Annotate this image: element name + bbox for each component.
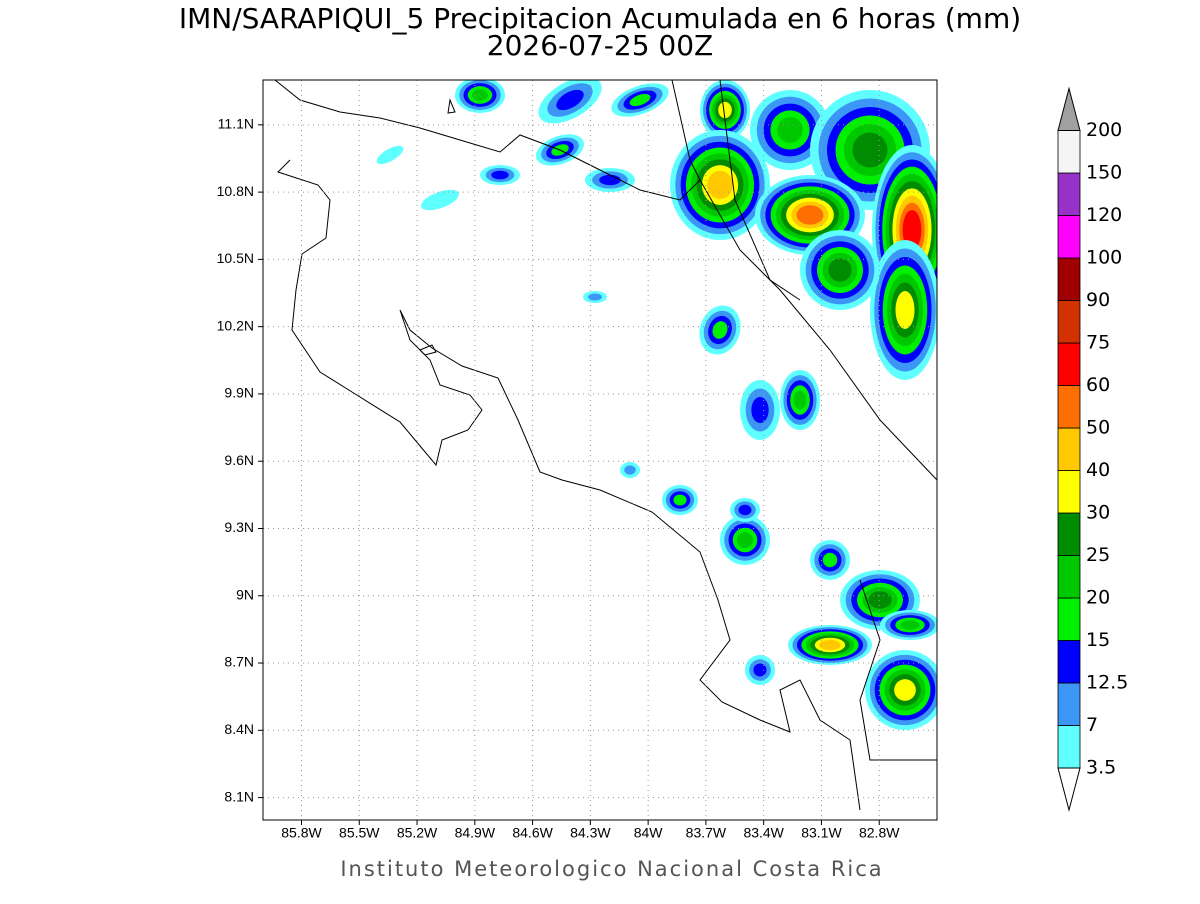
- rain-area: [793, 390, 807, 410]
- rain-area: [718, 101, 732, 119]
- colorbar-box: [1057, 427, 1081, 471]
- colorbar-label: 7: [1086, 714, 1098, 736]
- colorbar-box: [1057, 215, 1081, 259]
- colorbar-label: 15: [1086, 629, 1110, 651]
- rain-area: [852, 132, 888, 168]
- x-tick-label: 84.9W: [455, 825, 496, 841]
- rain-area: [491, 170, 509, 180]
- y-tick-label: 9N: [236, 586, 254, 602]
- map-frame: [262, 79, 938, 821]
- y-tick-label: 8.4N: [224, 721, 254, 737]
- colorbar-box: [1057, 597, 1081, 641]
- rain-area: [777, 117, 803, 143]
- y-tick-label: 11.1N: [218, 116, 254, 132]
- axes: 85.8W 85.5W 85.2W 84.9W 84.6W 84.3W 84W 83.7W 83…: [217, 80, 937, 841]
- y-tick-label: 10.2N: [217, 317, 254, 333]
- colorbar-label: 90: [1086, 289, 1110, 311]
- colorbar-under: [1057, 767, 1081, 812]
- colorbar-box: [1057, 257, 1081, 301]
- coastline: [274, 80, 701, 201]
- rain-area: [900, 620, 920, 630]
- y-tick-label: 9.9N: [224, 385, 254, 401]
- colorbar-label: 60: [1086, 374, 1110, 396]
- rain-area: [421, 189, 459, 211]
- rain-area: [753, 663, 767, 677]
- colorbar-label: 120: [1086, 204, 1122, 226]
- colorbar-label: 40: [1086, 459, 1110, 481]
- colorbar-label: 30: [1086, 502, 1110, 524]
- rain-area: [796, 205, 824, 225]
- x-tick-label: 84W: [634, 825, 664, 841]
- rain-area: [828, 258, 852, 282]
- lake: [419, 98, 456, 356]
- colorbar-label: 75: [1086, 332, 1110, 354]
- rain-area: [751, 397, 769, 423]
- coastline: [277, 159, 861, 811]
- colorbar-over: [1057, 86, 1081, 131]
- x-tick-label: 85.5W: [339, 825, 380, 841]
- y-tick-label: 10.5N: [217, 250, 254, 266]
- colorbar-label: 50: [1086, 417, 1110, 439]
- x-tick-label: 83.4W: [743, 825, 784, 841]
- rain-area: [624, 465, 636, 475]
- colorbar-label: 150: [1086, 162, 1122, 184]
- rain-area: [707, 170, 733, 200]
- rain-area: [712, 321, 728, 339]
- y-tick-label: 8.1N: [224, 788, 254, 804]
- rain-area: [556, 89, 584, 111]
- rain-area: [819, 639, 841, 651]
- colorbar-box: [1057, 300, 1081, 344]
- x-tick-label: 83.7W: [686, 825, 727, 841]
- y-tick-label: 10.8N: [217, 183, 254, 199]
- y-tick-label: 8.7N: [224, 654, 254, 670]
- colorbar-box: [1057, 130, 1081, 174]
- x-tick-label: 84.6W: [512, 825, 553, 841]
- rain-area: [902, 210, 922, 250]
- colorbar-label: 200: [1086, 119, 1122, 141]
- colorbar: 3.5 7 12.5 15 20 25 30 40 50 60 75 90 100 120 150 200: [1057, 86, 1128, 812]
- rain-area: [588, 293, 602, 301]
- rain-area: [868, 591, 892, 609]
- x-tick-label: 84.3W: [570, 825, 611, 841]
- rain-area: [894, 679, 916, 701]
- rain-area: [629, 93, 651, 107]
- coastline: [671, 80, 937, 481]
- rain-area: [737, 532, 753, 548]
- colorbar-box: [1057, 342, 1081, 386]
- colorbar-box: [1057, 470, 1081, 514]
- rain-area: [472, 89, 488, 101]
- y-tick-label: 9.3N: [224, 519, 254, 535]
- colorbar-box: [1057, 172, 1081, 216]
- rain-area: [599, 174, 621, 186]
- precipitation: [376, 80, 937, 730]
- rain-area: [822, 552, 838, 568]
- colorbar-box: [1057, 682, 1081, 726]
- x-tick-label: 85.2W: [397, 825, 438, 841]
- rain-area: [895, 291, 915, 329]
- colorbar-box: [1057, 385, 1081, 429]
- colorbar-box: [1057, 725, 1081, 769]
- colorbar-label: 12.5: [1086, 672, 1128, 694]
- border: [719, 80, 937, 761]
- x-tick-label: 83.1W: [801, 825, 842, 841]
- coastlines: [274, 80, 937, 811]
- x-tick-label: 82.8W: [859, 825, 900, 841]
- subtitle: 2026-07-25 00Z: [487, 29, 713, 62]
- y-tick-label: 9.6N: [224, 452, 254, 468]
- colorbar-box: [1057, 640, 1081, 684]
- colorbar-label: 100: [1086, 247, 1122, 269]
- rain-area: [673, 494, 687, 506]
- colorbar-label: 3.5: [1086, 757, 1116, 779]
- x-tick-label: 85.8W: [281, 825, 322, 841]
- rain-area: [376, 145, 404, 165]
- colorbar-box: [1057, 555, 1081, 599]
- colorbar-label: 25: [1086, 544, 1110, 566]
- rain-area: [738, 504, 752, 516]
- footer: Instituto Meteorologico Nacional Costa R…: [340, 857, 883, 881]
- title: IMN/SARAPIQUI_5 Precipitacion Acumulada …: [179, 2, 1021, 35]
- colorbar-label: 20: [1086, 587, 1110, 609]
- colorbar-box: [1057, 512, 1081, 556]
